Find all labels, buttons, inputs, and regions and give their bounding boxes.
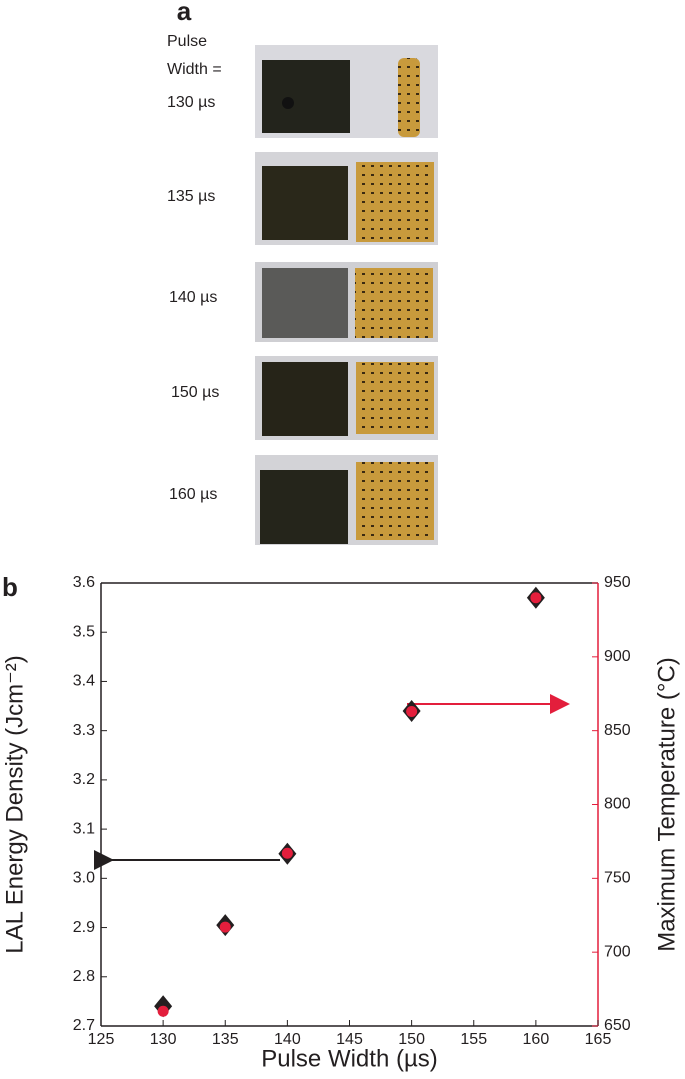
heading: Width =	[167, 61, 222, 78]
y2-axis-label: Maximum Temperature (°C)	[653, 657, 680, 952]
x-tick-label: 125	[88, 1031, 115, 1048]
row-label: 140 µs	[169, 289, 217, 306]
row-label: 150 µs	[171, 384, 219, 401]
circle-point	[406, 705, 418, 717]
x-tick-label: 145	[336, 1031, 363, 1048]
row-label: 135 µs	[167, 188, 215, 205]
circle-point	[157, 1005, 169, 1017]
heading: Pulse	[167, 33, 207, 50]
x-tick-label: 135	[212, 1031, 239, 1048]
y-tick-label: 3.3	[73, 722, 95, 739]
y-tick-label: 2.7	[73, 1017, 95, 1034]
photo	[255, 45, 438, 138]
row-label: 160 µs	[169, 486, 217, 503]
photo	[255, 455, 438, 545]
photo	[255, 262, 438, 342]
y2-tick-label: 650	[604, 1017, 631, 1034]
y-tick-label: 3.1	[73, 820, 95, 837]
photo	[255, 152, 438, 245]
circle-point	[530, 592, 542, 604]
y-tick-label: 3.5	[73, 623, 95, 640]
panel-label: a	[177, 0, 192, 26]
x-tick-label: 165	[585, 1031, 612, 1048]
x-tick-label: 155	[460, 1031, 487, 1048]
y-axis-label: LAL Energy Density (Jcm⁻²)	[1, 655, 28, 954]
x-tick-label: 150	[398, 1031, 425, 1048]
y2-tick-label: 850	[604, 722, 631, 739]
y2-tick-label: 700	[604, 943, 631, 960]
x-axis-label: Pulse Width (µs)	[261, 1045, 438, 1072]
y2-tick-label: 950	[604, 574, 631, 591]
y2-tick-label: 800	[604, 796, 631, 813]
y2-tick-label: 900	[604, 648, 631, 665]
panel-label: b	[2, 572, 18, 602]
y2-tick-label: 750	[604, 870, 631, 887]
y-tick-label: 2.9	[73, 919, 95, 936]
row-label: 130 µs	[167, 94, 215, 111]
x-tick-label: 160	[523, 1031, 550, 1048]
x-tick-label: 130	[150, 1031, 177, 1048]
circle-point	[281, 847, 293, 859]
y-tick-label: 3.6	[73, 574, 95, 591]
y-tick-label: 3.2	[73, 771, 95, 788]
x-tick-label: 140	[274, 1031, 301, 1048]
y-tick-label: 3.4	[73, 673, 95, 690]
photo	[255, 356, 438, 440]
y-tick-label: 2.8	[73, 968, 95, 985]
circle-point	[219, 921, 231, 933]
y-tick-label: 3.0	[73, 870, 95, 887]
